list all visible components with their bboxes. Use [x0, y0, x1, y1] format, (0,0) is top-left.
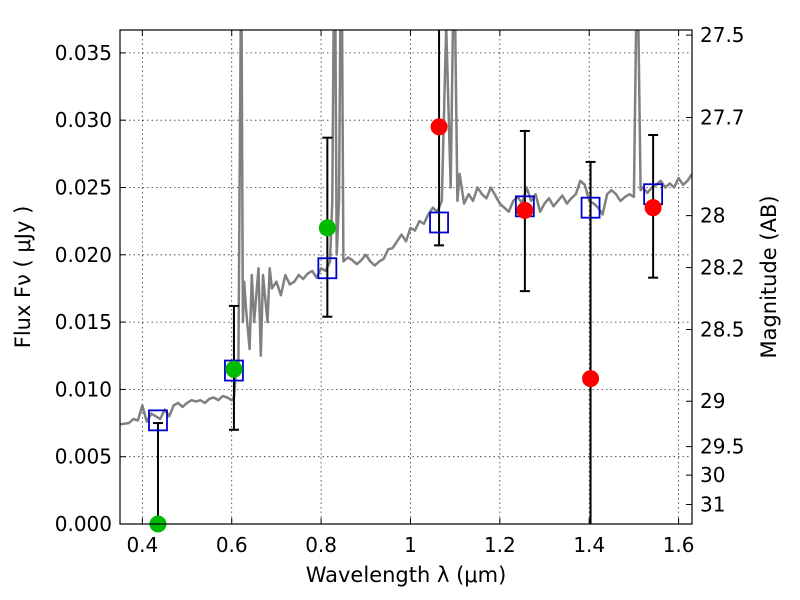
y2-tick-label: 28.5 — [700, 317, 745, 341]
y2-tick-label: 27.5 — [700, 23, 745, 47]
y-tick-label: 0.035 — [55, 41, 112, 65]
plot-series — [120, 30, 692, 426]
y2-tick-label: 28 — [700, 204, 725, 228]
y-tick-label: 0.030 — [55, 108, 112, 132]
model-spectrum-line — [120, 30, 692, 426]
observed-flux-point — [430, 118, 448, 136]
y-tick-label: 0.010 — [55, 377, 112, 401]
y-tick-label: 0.025 — [55, 175, 112, 199]
x-tick-label: 1.6 — [663, 533, 695, 557]
y2-tick-label: 29 — [700, 389, 725, 413]
model-band-flux-marker — [317, 257, 338, 280]
plot-frame — [119, 29, 693, 525]
x-tick-label: 1.4 — [573, 533, 605, 557]
x-tick-label: 0.4 — [126, 533, 158, 557]
model-band-flux-marker — [429, 211, 449, 234]
y2-tick-label: 29.5 — [700, 435, 745, 459]
observed-flux-point — [516, 201, 534, 219]
y2-tick-label: 30 — [700, 463, 725, 487]
x-tick-label: 1.2 — [484, 533, 516, 557]
y-tick-label: 0.015 — [55, 310, 112, 334]
model-band-flux-marker — [148, 409, 168, 432]
y2-axis-label: Magnitude (AB) — [757, 195, 781, 358]
y-tick-label: 0.000 — [55, 512, 112, 536]
x-tick-label: 0.8 — [305, 533, 337, 557]
y-axis-label: Flux Fν ( μJy ) — [11, 206, 35, 349]
x-axis-label: Wavelength λ (μm) — [306, 563, 507, 587]
model-band-flux-marker — [580, 196, 601, 219]
observed-flux-point — [582, 370, 600, 388]
y2-tick-label: 28.2 — [700, 256, 745, 280]
observed-flux-point — [644, 199, 662, 217]
y2-tick-label: 31 — [700, 492, 725, 516]
axis-ticks: 0.4 0.6 0.8 1 1.2 1.4 1.6 0.000 0.005 0.010 0.015 0… — [55, 23, 745, 557]
x-tick-label: 0.6 — [216, 533, 248, 557]
observed-flux-point — [225, 360, 243, 378]
grid — [120, 30, 692, 525]
y-tick-label: 0.020 — [55, 243, 112, 267]
model-band-flux-marker — [224, 359, 244, 382]
y2-tick-label: 27.7 — [700, 105, 745, 129]
y-tick-label: 0.005 — [55, 445, 112, 469]
observed-flux-point — [318, 219, 336, 237]
error-bars — [148, 30, 664, 533]
x-tick-label: 1 — [404, 533, 417, 557]
